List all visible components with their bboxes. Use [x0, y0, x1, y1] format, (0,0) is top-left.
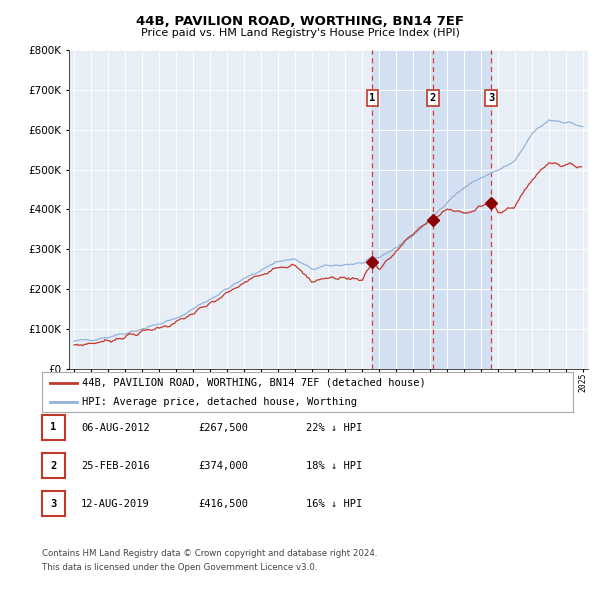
Text: £416,500: £416,500: [198, 500, 248, 509]
Text: £374,000: £374,000: [198, 461, 248, 471]
Text: 3: 3: [488, 93, 494, 103]
Text: 12-AUG-2019: 12-AUG-2019: [81, 500, 150, 509]
Text: 25-FEB-2016: 25-FEB-2016: [81, 461, 150, 471]
Text: 44B, PAVILION ROAD, WORTHING, BN14 7EF (detached house): 44B, PAVILION ROAD, WORTHING, BN14 7EF (…: [82, 378, 425, 388]
Text: 22% ↓ HPI: 22% ↓ HPI: [306, 423, 362, 432]
Text: 2: 2: [50, 461, 56, 470]
Text: 2: 2: [430, 93, 436, 103]
Text: £267,500: £267,500: [198, 423, 248, 432]
Text: This data is licensed under the Open Government Licence v3.0.: This data is licensed under the Open Gov…: [42, 563, 317, 572]
Text: 16% ↓ HPI: 16% ↓ HPI: [306, 500, 362, 509]
Text: 1: 1: [50, 422, 56, 432]
Text: 06-AUG-2012: 06-AUG-2012: [81, 423, 150, 432]
Text: Contains HM Land Registry data © Crown copyright and database right 2024.: Contains HM Land Registry data © Crown c…: [42, 549, 377, 558]
Text: HPI: Average price, detached house, Worthing: HPI: Average price, detached house, Wort…: [82, 397, 357, 407]
Text: Price paid vs. HM Land Registry's House Price Index (HPI): Price paid vs. HM Land Registry's House …: [140, 28, 460, 38]
Text: 1: 1: [370, 93, 376, 103]
Text: 44B, PAVILION ROAD, WORTHING, BN14 7EF: 44B, PAVILION ROAD, WORTHING, BN14 7EF: [136, 15, 464, 28]
Bar: [373, 50, 491, 369]
Text: 18% ↓ HPI: 18% ↓ HPI: [306, 461, 362, 471]
Text: 3: 3: [50, 499, 56, 509]
